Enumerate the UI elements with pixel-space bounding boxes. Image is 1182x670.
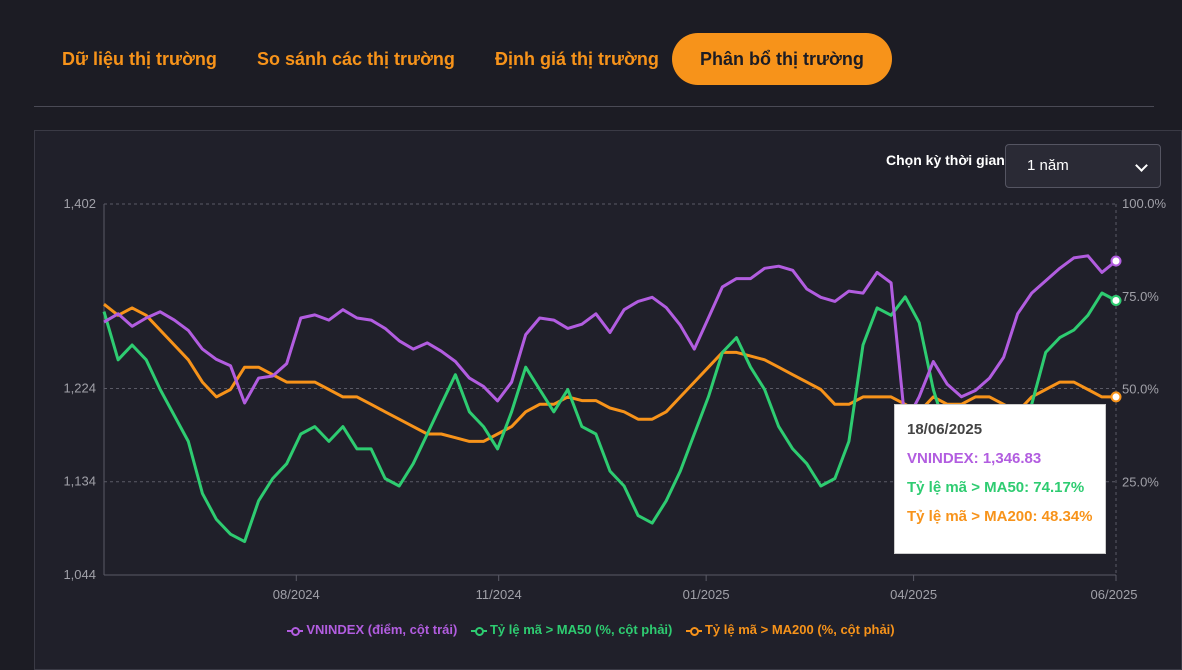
chart-legend: VNINDEX (điểm, cột trái) Tỷ lệ mã > MA50… (0, 622, 1182, 637)
tabs-divider (34, 106, 1154, 107)
chart-end-markers (1110, 255, 1122, 403)
y-left-tick-label: 1,044 (63, 567, 96, 582)
series-line-vnindex (103, 254, 1117, 426)
legend-label-ma200: Tỷ lệ mã > MA200 (%, cột phải) (704, 622, 895, 637)
tab-compare-markets[interactable]: So sánh các thị trường (257, 49, 455, 69)
y-left-tick-label: 1,134 (63, 474, 96, 489)
line-marker-icon (470, 626, 487, 636)
line-marker-icon (685, 626, 702, 636)
tab-market-valuation[interactable]: Định giá thị trường (495, 49, 659, 69)
tooltip-date: 18/06/2025 (907, 421, 983, 438)
x-tick-label: 04/2025 (890, 587, 937, 602)
y-right-tick-label: 25.0% (1122, 474, 1159, 489)
tooltip-ma200: Tỷ lệ mã > MA200: 48.34% (907, 508, 1093, 525)
legend-label-vnindex: VNINDEX (điểm, cột trái) (306, 622, 458, 637)
y-right-tick-label: 100.0% (1122, 196, 1167, 211)
tab-market-data[interactable]: Dữ liệu thị trường (62, 49, 217, 69)
breadth-chart[interactable]: 1,402 1,224 1,134 1,044 100.0% 75.0% 50.0% 25.0… (0, 0, 1182, 653)
end-point-ma200 (1110, 391, 1122, 403)
y-right-tick-label: 75.0% (1122, 289, 1159, 304)
y-right-tick-label: 50.0% (1122, 382, 1159, 397)
x-tick-label: 06/2025 (1091, 587, 1138, 602)
tooltip-vnindex: VNINDEX: 1,346.83 (907, 450, 1042, 467)
end-point-ma50 (1110, 294, 1122, 306)
x-tick-label: 11/2024 (476, 587, 522, 602)
legend-item-ma200[interactable]: Tỷ lệ mã > MA200 (%, cột phải) (685, 622, 895, 637)
legend-item-vnindex[interactable]: VNINDEX (điểm, cột trái) (287, 622, 457, 637)
tooltip-ma50: Tỷ lệ mã > MA50: 74.17% (907, 479, 1085, 496)
x-tick-label: 08/2024 (273, 587, 320, 602)
y-left-tick-label: 1,402 (63, 196, 96, 211)
period-selected-value: 1 năm (1027, 157, 1069, 174)
chart-tooltip: 18/06/2025 VNINDEX: 1,346.83 Tỷ lệ mã > … (894, 404, 1106, 554)
legend-label-ma50: Tỷ lệ mã > MA50 (%, cột phải) (489, 622, 673, 637)
period-select[interactable]: 1 năm (1005, 144, 1161, 188)
market-tabs: Dữ liệu thị trường So sánh các thị trườn… (34, 33, 1154, 85)
end-point-vnindex (1110, 255, 1122, 267)
legend-item-ma50[interactable]: Tỷ lệ mã > MA50 (%, cột phải) (470, 622, 673, 637)
x-tick-label: 01/2025 (683, 587, 730, 602)
tab-market-breadth[interactable]: Phân bổ thị trường (672, 33, 892, 85)
period-label: Chọn kỳ thời gian (886, 152, 1005, 168)
y-left-tick-label: 1,224 (63, 380, 96, 395)
line-marker-icon (287, 626, 304, 636)
